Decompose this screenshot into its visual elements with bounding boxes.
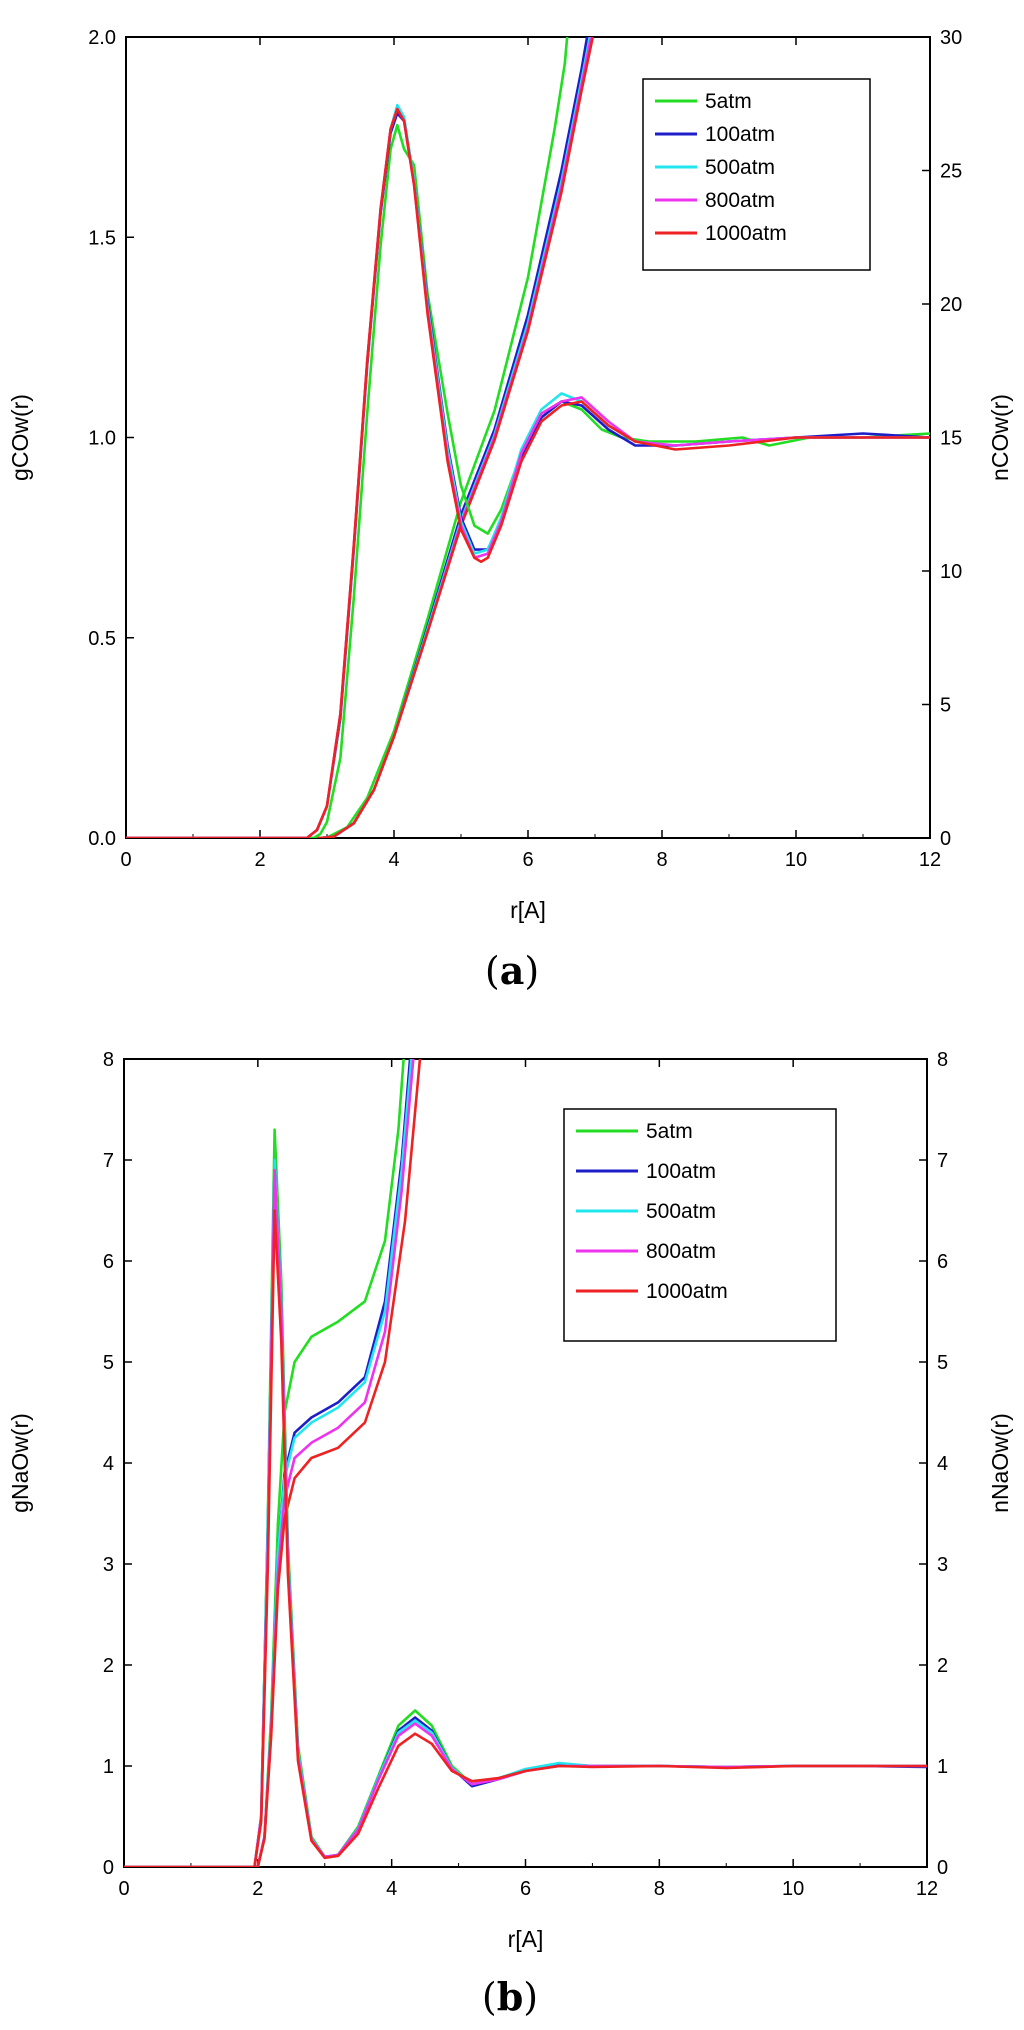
x-tick-label: 6 [520,1878,531,1900]
series-line-g-1000atm [124,1209,927,1867]
y-tick-label: 8 [103,1049,114,1071]
y-tick-label: 0.5 [88,628,116,650]
x-tick-label: 0 [120,849,131,871]
y-tick-label: 5 [103,1352,114,1374]
x-tick-label: 2 [252,1878,263,1900]
y-tick-label: 3 [103,1554,114,1576]
x-axis-title: r[A] [510,897,546,923]
data-curves [126,37,930,838]
data-curves [124,1059,927,1867]
y-axis-title: gNaOw(r) [7,1413,33,1513]
y-tick-label: 1.0 [88,428,116,450]
chart-panel-a: 0 2 4 6 8 10 12 0.0 0.5 1.0 1.5 2.0 0 5 10 15 20 25 30 r[A]… [7,27,1013,993]
x-tick-label: 4 [386,1878,397,1900]
legend-label: 5atm [646,1120,693,1143]
y-tick-label-right: 7 [937,1150,948,1172]
x-tick-label: 4 [388,849,399,871]
y-tick-label: 1 [103,1756,114,1778]
legend-label: 800atm [705,189,775,212]
legend-label: 1000atm [646,1280,728,1303]
legend-label: 5atm [705,90,752,113]
y-axis-title-right: nCOw(r) [987,394,1013,481]
series-line-g-1000atm [126,107,930,838]
y-tick-label-right: 0 [940,828,951,850]
y-tick-label: 7 [103,1150,114,1172]
x-tick-label: 6 [522,849,533,871]
panel-label: (a) [485,948,539,993]
y-tick-label-right: 5 [937,1352,948,1374]
legend-label: 500atm [705,156,775,179]
y-tick-label: 2 [103,1655,114,1677]
legend-label: 800atm [646,1240,716,1263]
y-tick-label-right: 8 [937,1049,948,1071]
y-tick-label: 0 [103,1857,114,1879]
legend-box [563,1108,837,1342]
y-tick-label-right: 25 [940,161,962,183]
y-tick-label: 0.0 [88,828,116,850]
x-tick-label: 10 [785,849,807,871]
x-tick-label: 2 [254,849,265,871]
y-tick-label-right: 3 [937,1554,948,1576]
x-tick-label: 10 [782,1878,804,1900]
legend-label: 100atm [646,1160,716,1183]
y-tick-label-right: 2 [937,1655,948,1677]
y-tick-label: 6 [103,1251,114,1273]
panel-label-part: a [500,948,525,993]
y-tick-label: 2.0 [88,27,116,49]
y-axis-title-right: nNaOw(r) [987,1413,1013,1513]
legend-label: 100atm [705,123,775,146]
panel-label-part: ) [524,949,539,993]
y-tick-label-right: 30 [940,27,962,49]
y-tick-label-right: 20 [940,294,962,316]
series-line-n-1000atm [124,1059,422,1867]
y-tick-label: 4 [103,1453,114,1475]
legend-label: 1000atm [705,222,787,245]
x-tick-label: 0 [118,1878,129,1900]
panel-label: (b) [482,1974,538,2019]
y-tick-label-right: 10 [940,561,962,583]
y-axis-title: gCOw(r) [7,394,33,481]
series-line-g-5atm [126,123,930,838]
y-tick-label-right: 0 [937,1857,948,1879]
y-tick-label: 1.5 [88,227,116,249]
panel-label-part: ) [523,1975,538,2019]
series-line-n-5atm [126,37,569,838]
y-tick-label-right: 4 [937,1453,948,1475]
legend-box [642,78,871,271]
legend: 5atm 100atm 500atm 800atm 1000atm [563,1108,837,1342]
series-line-n-1000atm [126,37,595,838]
panel-label-part: ( [485,949,500,993]
x-tick-label: 8 [654,1878,665,1900]
x-axis-title: r[A] [508,1926,544,1952]
x-tick-label: 12 [916,1878,938,1900]
y-tick-label-right: 5 [940,695,951,717]
panel-label-part: b [497,1974,524,2019]
y-tick-label-right: 6 [937,1251,948,1273]
series-line-n-100atm [126,37,589,838]
series-line-n-5atm [124,1059,405,1867]
series-line-n-800atm [126,37,593,838]
panel-label-part: ( [482,1975,497,2019]
legend: 5atm 100atm 500atm 800atm 1000atm [642,78,871,271]
legend-label: 500atm [646,1200,716,1223]
x-tick-label: 8 [656,849,667,871]
x-tick-label: 12 [919,849,941,871]
series-line-n-500atm [126,37,592,838]
y-tick-label-right: 15 [940,428,962,450]
y-tick-label-right: 1 [937,1756,948,1778]
